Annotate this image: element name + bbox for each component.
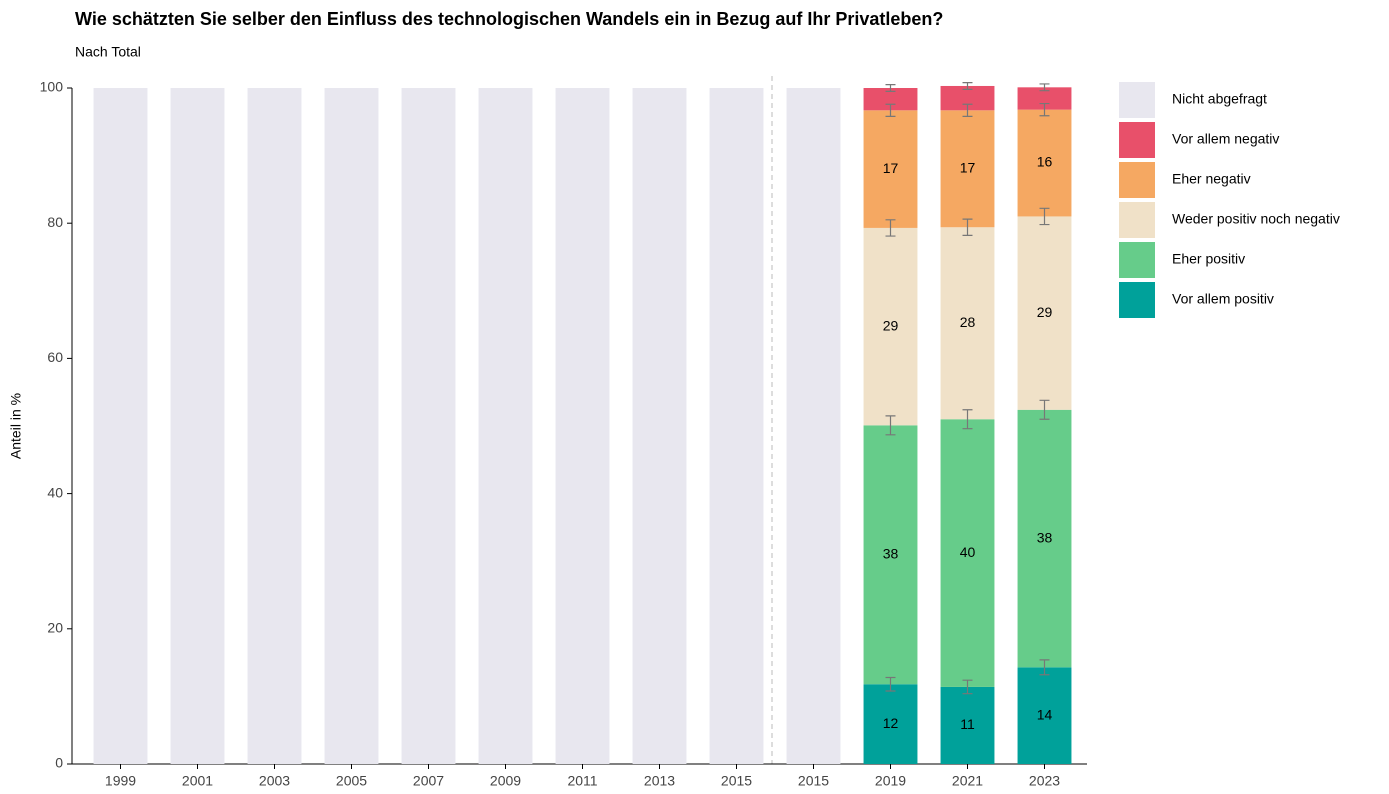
bar-segment [1017,109,1072,217]
y-tick-label: 40 [47,484,63,500]
x-tick-label: 2001 [182,773,213,789]
legend-swatch [1119,202,1155,238]
x-tick-label: 2021 [952,773,983,789]
error-bar [885,415,896,436]
bar-segment [555,88,610,764]
error-bar [885,84,896,92]
x-tick-label: 2013 [644,773,675,789]
bar-segment [940,686,995,764]
x-tick-label: 2019 [875,773,906,789]
error-bar [1039,83,1050,92]
error-bar [1039,102,1050,117]
bar-segment [786,88,841,764]
data-label: 38 [883,545,899,561]
error-bar [962,679,973,695]
data-label: 29 [1037,304,1053,320]
data-label: 29 [883,317,899,333]
data-label: 28 [960,314,976,330]
bar-segment [863,227,918,426]
legend-label: Weder positiv noch negativ [1172,211,1340,227]
bar-segment [401,88,456,764]
data-label: 17 [883,160,899,176]
x-tick-label: 2015 [798,773,829,789]
bar-segment [324,88,379,764]
x-tick-label: 1999 [105,773,136,789]
bar-segment [863,684,918,764]
legend-swatch [1119,122,1155,158]
y-axis-label: Anteil in % [8,393,24,459]
legend-swatch [1119,162,1155,198]
error-bar [885,676,896,692]
legend-swatch [1119,82,1155,118]
bar-segment [709,88,764,764]
bar-segment [170,88,225,764]
chart-title: Wie schätzten Sie selber den Einfluss de… [75,9,943,29]
error-bar [962,409,973,430]
error-bar [1039,399,1050,420]
chart-subtitle: Nach Total [75,44,141,60]
legend-swatch [1119,242,1155,278]
data-label: 17 [960,159,976,175]
x-tick-label: 2023 [1029,773,1060,789]
bar-segment [940,227,995,420]
bar-segment [863,425,918,685]
bar-segment [863,110,918,228]
error-bar [962,81,973,90]
error-bar [1039,659,1050,676]
data-label: 40 [960,544,976,560]
bar-segment [1017,667,1072,764]
bar-segment [478,88,533,764]
y-tick-label: 0 [55,755,63,771]
data-label: 16 [1037,154,1053,170]
bar-segment [632,88,687,764]
bar-segment [940,419,995,687]
data-label: 12 [883,715,899,731]
bar-segment [1017,409,1072,668]
y-tick-label: 100 [40,79,64,95]
bar-segment [940,110,995,228]
data-label: 38 [1037,529,1053,545]
legend-swatch [1119,282,1155,318]
legend-label: Eher negativ [1172,171,1251,187]
bar-segment [1017,87,1072,110]
x-tick-label: 2015 [721,773,752,789]
error-bar [1039,207,1050,226]
bar-segment [247,88,302,764]
bar-segment [1017,216,1072,410]
legend-label: Nicht abgefragt [1172,91,1267,107]
x-tick-label: 2007 [413,773,444,789]
data-label: 11 [960,716,975,732]
legend-label: Eher positiv [1172,251,1245,267]
x-tick-label: 2005 [336,773,367,789]
legend-label: Vor allem positiv [1172,291,1274,307]
y-tick-label: 80 [47,214,63,230]
error-bar [885,103,896,117]
x-tick-label: 2009 [490,773,521,789]
error-bar [962,218,973,236]
bar-segment [863,88,918,111]
data-label: 14 [1037,706,1053,722]
bar-segment [93,88,148,764]
legend-label: Vor allem negativ [1172,131,1279,147]
x-tick-label: 2003 [259,773,290,789]
y-tick-label: 20 [47,620,63,636]
error-bar [962,103,973,117]
error-bar [885,219,896,237]
x-tick-label: 2011 [567,773,597,789]
y-tick-label: 60 [47,349,63,365]
